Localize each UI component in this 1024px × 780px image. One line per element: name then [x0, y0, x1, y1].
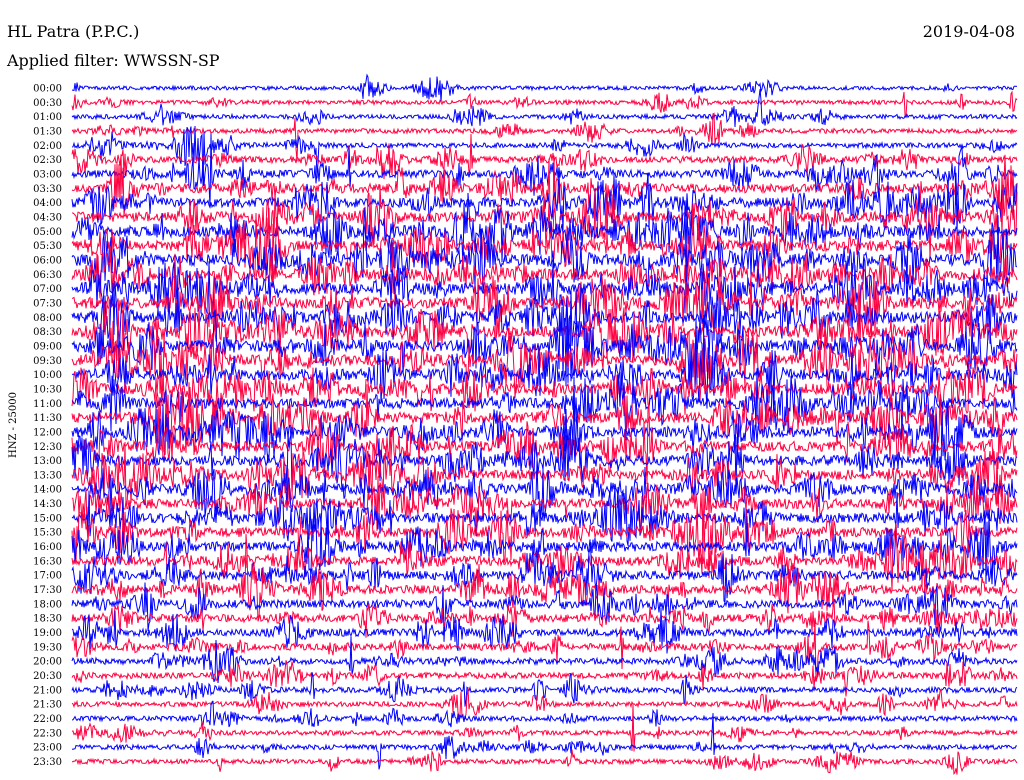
time-tick-label: 07:00: [33, 284, 62, 295]
time-tick-label: 23:30: [33, 757, 62, 768]
time-tick-label: 19:00: [33, 628, 62, 639]
time-tick-label: 00:30: [33, 98, 62, 109]
trace-line-0530: [71, 206, 1018, 282]
trace-line-1330: [71, 441, 1018, 509]
trace-line-1900: [71, 607, 1018, 654]
time-tick-label: 11:00: [33, 399, 62, 410]
trace-line-1100: [71, 368, 1018, 441]
trace-line-1700: [71, 539, 1018, 604]
time-tick-label: 05:00: [33, 227, 62, 238]
trace-line-0800: [71, 280, 1018, 373]
trace-line-0300: [71, 133, 1018, 208]
trace-line-1930: [71, 619, 1018, 682]
time-tick-label: 17:30: [33, 585, 62, 596]
trace-line-0130: [71, 112, 1018, 162]
time-tick-label: 08:00: [33, 313, 62, 324]
time-tick-label: 09:00: [33, 341, 62, 352]
trace-line-2230: [71, 703, 1018, 752]
time-tick-label: 09:30: [33, 356, 62, 367]
trace-line-2200: [71, 700, 1018, 728]
trace-line-1530: [71, 488, 1018, 579]
trace-group: [71, 73, 1018, 775]
trace-line-0100: [71, 89, 1018, 128]
time-tick-label: 03:30: [33, 184, 62, 195]
time-tick-label: 14:30: [33, 499, 62, 510]
trace-line-1230: [71, 404, 1018, 485]
filter-label: Applied filter: WWSSN-SP: [6, 51, 220, 70]
trace-line-2300: [71, 713, 1017, 770]
trace-line-1500: [71, 485, 1018, 546]
time-tick-label: 02:30: [33, 155, 62, 166]
time-tick-label: 13:00: [33, 456, 62, 467]
time-tick-label: 22:30: [33, 728, 62, 739]
trace-line-2030: [71, 660, 1018, 697]
time-tick-label: 00:00: [33, 84, 62, 95]
time-tick-label: 04:00: [33, 198, 62, 209]
time-tick-label: 22:00: [33, 714, 62, 725]
trace-line-1730: [71, 533, 1018, 622]
time-tick-label: 20:30: [33, 671, 62, 682]
trace-line-2330: [71, 749, 1018, 775]
time-tick-label: 12:00: [33, 427, 62, 438]
time-tick-label: 06:00: [33, 255, 62, 266]
trace-line-1830: [71, 598, 1018, 638]
time-tick-label: 19:30: [33, 642, 62, 653]
time-tick-label: 18:30: [33, 614, 62, 625]
trace-line-1800: [71, 582, 1018, 642]
time-tick-label: 15:00: [33, 513, 62, 524]
trace-line-0030: [71, 90, 1018, 117]
time-tick-label: 08:30: [33, 327, 62, 338]
time-tick-label: 11:30: [33, 413, 62, 424]
time-tick-label: 07:30: [33, 298, 62, 309]
trace-line-0630: [71, 242, 1018, 303]
y-axis-label: HNZ - 25000: [8, 392, 19, 458]
time-tick-label: 10:30: [33, 384, 62, 395]
trace-line-0200: [71, 125, 1018, 188]
time-tick-label: 16:00: [33, 542, 62, 553]
trace-line-0830: [71, 294, 1018, 369]
time-tick-label: 18:00: [33, 599, 62, 610]
time-tick-label: 21:30: [33, 700, 62, 711]
time-tick-label: 02:00: [33, 141, 62, 152]
time-tick-label: 06:30: [33, 270, 62, 281]
trace-line-0730: [71, 265, 1018, 339]
time-tick-group: 00:00 00:30 01:00 01:30 02:00 02:30 03:00 03:30…: [33, 84, 62, 769]
trace-line-2100: [71, 672, 1018, 707]
time-tick-label: 05:30: [33, 241, 62, 252]
trace-line-2130: [71, 687, 1018, 721]
time-tick-label: 01:30: [33, 126, 62, 137]
time-tick-label: 04:30: [33, 212, 62, 223]
time-tick-label: 12:30: [33, 442, 62, 453]
trace-line-0000: [71, 73, 1018, 103]
time-tick-label: 17:00: [33, 571, 62, 582]
date-label: 2019-04-08: [923, 22, 1015, 41]
time-tick-label: 15:30: [33, 528, 62, 539]
trace-line-0230: [71, 133, 1018, 180]
trace-line-1630: [71, 522, 1018, 596]
station-title: HL Patra (P.P.C.): [7, 22, 139, 41]
trace-line-1030: [71, 360, 1018, 420]
time-tick-label: 20:00: [33, 657, 62, 668]
time-tick-label: 21:00: [33, 685, 62, 696]
time-tick-label: 13:30: [33, 470, 62, 481]
trace-line-1200: [71, 376, 1018, 481]
trace-line-1300: [71, 426, 1018, 499]
trace-line-1430: [71, 476, 1018, 531]
trace-line-1600: [71, 504, 1018, 585]
trace-line-0900: [71, 303, 1018, 387]
trace-line-0430: [72, 175, 1018, 261]
time-tick-label: 16:30: [33, 556, 62, 567]
time-tick-label: 03:00: [33, 169, 62, 180]
time-tick-label: 14:00: [33, 485, 62, 496]
time-tick-label: 01:00: [33, 112, 62, 123]
time-tick-label: 23:00: [33, 743, 62, 754]
time-tick-label: 10:00: [33, 370, 62, 381]
